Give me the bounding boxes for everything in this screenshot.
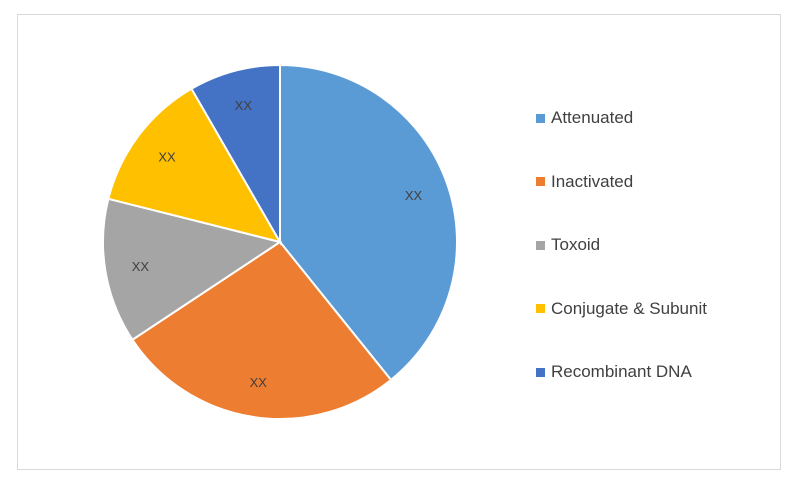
- pie-slice-conjugate-subunit: [107, 87, 283, 244]
- pie-slice-recombinant-dna: [190, 63, 281, 246]
- data-label: XX: [405, 188, 423, 203]
- data-label: XX: [250, 375, 268, 390]
- data-label: XX: [235, 98, 253, 113]
- legend-label: Inactivated: [551, 171, 634, 191]
- pie-slice-toxoid: [102, 197, 283, 342]
- legend-swatch: [536, 240, 545, 250]
- legend-swatch: [536, 113, 545, 123]
- legend-item-recombinant-dna: Recombinant DNA: [536, 362, 776, 382]
- legend-item-inactivated: Inactivated: [536, 172, 776, 192]
- pie-data-labels: XX XX XX XX XX: [132, 98, 423, 390]
- legend-swatch: [536, 177, 545, 186]
- legend-item-toxoid: Toxoid: [536, 235, 776, 255]
- legend-label: Toxoid: [551, 235, 601, 254]
- legend-label: Recombinant DNA: [551, 362, 692, 381]
- legend-swatch: [536, 304, 545, 313]
- pie-slices: [102, 63, 458, 420]
- legend-swatch: [536, 367, 545, 377]
- pie-slice-inactivated: [131, 240, 393, 420]
- legend: Attenuated Inactivated Toxoid Conjugate …: [536, 108, 776, 426]
- legend-item-attenuated: Attenuated: [536, 108, 776, 128]
- data-label: XX: [132, 259, 150, 274]
- data-label: XX: [158, 150, 176, 165]
- legend-item-conjugate-subunit: Conjugate & Subunit: [536, 299, 776, 319]
- pie-slice-attenuated: [279, 63, 458, 382]
- legend-label: Attenuated: [551, 108, 634, 127]
- legend-label: Conjugate & Subunit: [551, 298, 707, 318]
